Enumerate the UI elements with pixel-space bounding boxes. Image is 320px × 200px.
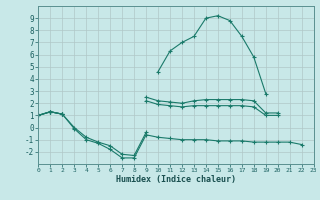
X-axis label: Humidex (Indice chaleur): Humidex (Indice chaleur) [116, 175, 236, 184]
